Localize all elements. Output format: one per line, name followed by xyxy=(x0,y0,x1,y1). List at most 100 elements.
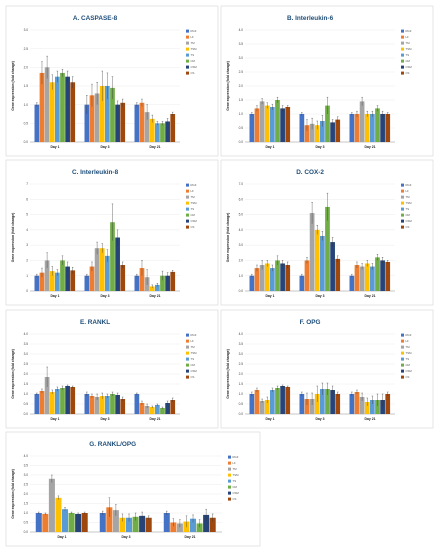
legend-swatch-tsm xyxy=(401,47,404,51)
bar-cm-day-1 xyxy=(60,260,65,291)
bar-cs-day-3 xyxy=(120,399,126,414)
y-tick-label: 1.0 xyxy=(24,392,29,396)
bar-ts-day-1 xyxy=(270,268,275,291)
bar-rgf-day-21 xyxy=(134,275,140,291)
legend-swatch-cs xyxy=(186,375,189,379)
bar-tm-day-1 xyxy=(44,377,50,414)
legend-label-rgf: RGF xyxy=(191,333,197,337)
bar-tsm-day-3 xyxy=(314,394,320,414)
y-tick-label: 0 xyxy=(26,289,28,293)
bar-csm-day-3 xyxy=(330,242,335,291)
legend-swatch-rgf xyxy=(186,333,189,337)
bar-ts-day-1 xyxy=(55,76,60,142)
x-category-label: Day 3 xyxy=(315,145,324,149)
legend-label-cs: CS xyxy=(191,71,195,75)
bar-lf-day-1 xyxy=(42,513,49,532)
y-tick-label: 0.5 xyxy=(24,121,29,125)
bar-tsm-day-21 xyxy=(364,263,370,291)
y-tick-label: 2.5 xyxy=(239,70,244,74)
y-tick-label: 1.0 xyxy=(239,274,244,278)
legend-label-tsm: TSM xyxy=(233,473,240,477)
legend-swatch-ts xyxy=(401,207,404,211)
legend-label-cs: CS xyxy=(191,225,195,229)
legend-swatch-cs xyxy=(401,375,404,379)
bar-tm-day-1 xyxy=(259,401,265,414)
y-tick-label: 3.5 xyxy=(239,42,244,46)
y-tick-label: 2.0 xyxy=(239,84,244,88)
bar-tsm-day-3 xyxy=(119,517,126,532)
legend-label-lf: LF xyxy=(233,461,237,465)
legend-swatch-lf xyxy=(186,189,189,193)
bar-cs-day-3 xyxy=(145,517,152,532)
bar-tm-day-21 xyxy=(144,406,150,414)
y-tick-label: 2.0 xyxy=(239,372,244,376)
x-category-label: Day 21 xyxy=(150,294,161,298)
legend-label-tsm: TSM xyxy=(191,351,198,355)
legend-label-tm: TM xyxy=(191,195,196,199)
legend-label-rgf: RGF xyxy=(191,183,197,187)
bar-cm-day-3 xyxy=(132,516,139,532)
y-tick-label: 0.5 xyxy=(239,402,244,406)
bar-rgf-day-3 xyxy=(299,394,305,414)
x-category-label: Day 3 xyxy=(121,535,130,539)
x-category-label: Day 1 xyxy=(265,145,274,149)
y-tick-label: 0.0 xyxy=(239,140,244,144)
y-tick-label: 2.5 xyxy=(24,483,29,487)
y-tick-label: 5.0 xyxy=(239,213,244,217)
y-tick-label: 4.0 xyxy=(24,332,29,336)
y-tick-label: 5 xyxy=(26,213,28,217)
legend-swatch-tsm xyxy=(228,473,231,477)
bar-cm-day-21 xyxy=(375,108,380,142)
chart-panel-g-rankl-opg: G. RANKL/OPG Gene expression (fold change… xyxy=(5,431,261,547)
bar-cm-day-3 xyxy=(325,389,330,414)
bar-cm-day-21 xyxy=(160,275,165,291)
bar-csm-day-21 xyxy=(380,400,385,414)
bar-tm-day-3 xyxy=(309,399,315,414)
legend-swatch-tsm xyxy=(186,47,189,51)
bar-csm-day-21 xyxy=(203,514,210,532)
bar-cs-day-1 xyxy=(285,265,291,291)
y-tick-label: 4.0 xyxy=(239,332,244,336)
bar-tsm-day-1 xyxy=(49,392,55,414)
legend-swatch-lf xyxy=(401,189,404,193)
bar-cs-day-3 xyxy=(120,265,126,291)
bar-cs-day-1 xyxy=(70,270,76,291)
y-tick-label: 3.5 xyxy=(24,342,29,346)
y-axis-label: Gene expression (fold change) xyxy=(226,349,230,399)
bar-ts-day-21 xyxy=(370,114,375,142)
bar-csm-day-1 xyxy=(280,108,285,142)
y-tick-label: 1.5 xyxy=(239,98,244,102)
bar-csm-day-3 xyxy=(115,237,120,291)
bar-cs-day-1 xyxy=(285,387,291,414)
bar-tsm-day-1 xyxy=(264,400,270,414)
legend-label-csm: CSM xyxy=(191,369,198,373)
x-category-label: Day 1 xyxy=(265,417,274,421)
x-category-label: Day 3 xyxy=(315,417,324,421)
bar-cm-day-1 xyxy=(275,260,280,291)
legend-label-rgf: RGF xyxy=(406,333,412,337)
legend-label-csm: CSM xyxy=(406,65,413,69)
chart-title: D. COX-2 xyxy=(296,169,324,176)
bar-cm-day-3 xyxy=(110,394,115,414)
bar-csm-day-21 xyxy=(165,403,170,414)
legend-swatch-tsm xyxy=(186,351,189,355)
y-tick-label: 0.5 xyxy=(24,521,29,525)
bar-cs-day-1 xyxy=(70,387,76,414)
bar-rgf-day-1 xyxy=(249,114,255,142)
legend-swatch-cm xyxy=(401,213,404,217)
y-tick-label: 4 xyxy=(26,228,28,232)
bar-rgf-day-1 xyxy=(35,513,42,532)
bar-ts-day-3 xyxy=(320,235,325,291)
chart-panel-f-opg: F. OPG Gene expression (fold change) 0.0 0.… xyxy=(220,309,434,429)
x-category-label: Day 1 xyxy=(50,417,59,421)
bar-cs-day-21 xyxy=(170,114,176,142)
bar-cs-day-21 xyxy=(385,394,391,414)
x-category-label: Day 21 xyxy=(150,145,161,149)
y-tick-label: 2 xyxy=(26,259,28,263)
bar-ts-day-1 xyxy=(62,509,69,532)
y-tick-label: 1.0 xyxy=(24,511,29,515)
bar-cs-day-3 xyxy=(120,102,126,142)
y-tick-label: 1.5 xyxy=(24,502,29,506)
bar-cs-day-21 xyxy=(385,114,391,142)
